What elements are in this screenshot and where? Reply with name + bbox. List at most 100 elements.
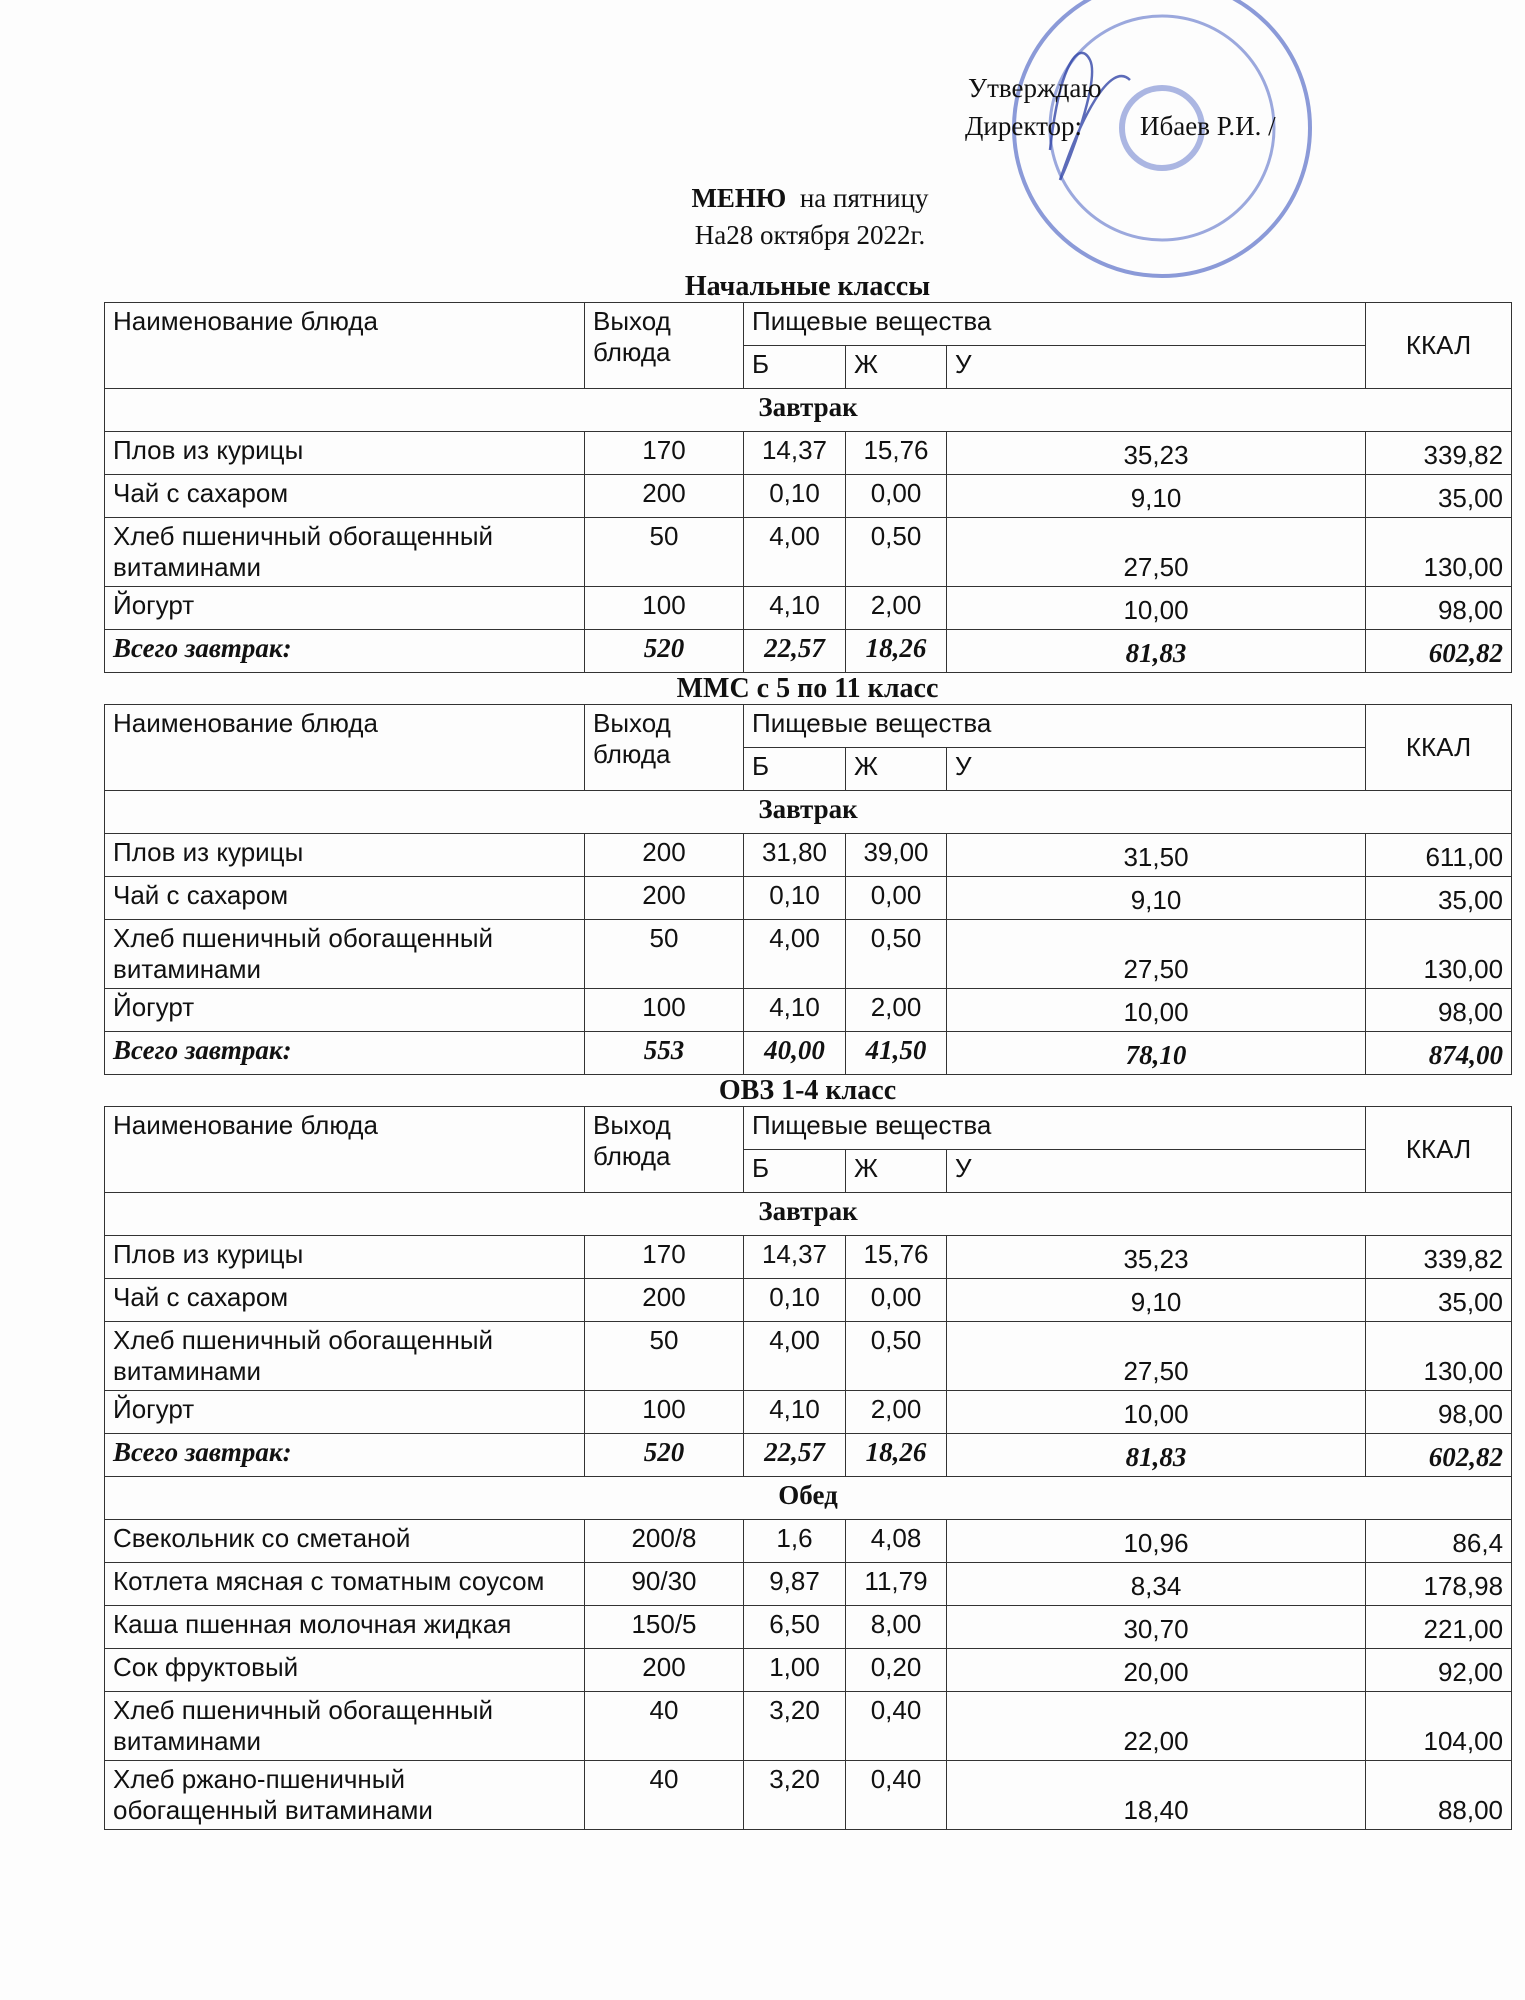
value-cell: 339,82 <box>1365 1235 1513 1279</box>
dish-name: Чай с сахаром <box>104 876 585 920</box>
value-cell: 1,6 <box>743 1519 846 1563</box>
header-cell: Выход блюда <box>584 302 744 389</box>
dish-row: Чай с сахаром 200 0,10 0,00 9,10 35,00 <box>104 1278 1513 1322</box>
dish-name: Плов из курицы <box>104 431 585 475</box>
dish-name: Чай с сахаром <box>104 1278 585 1322</box>
dish-name: Каша пшенная молочная жидкая <box>104 1605 585 1649</box>
value-cell: 0,40 <box>845 1760 947 1830</box>
value-cell: 9,87 <box>743 1562 846 1606</box>
header-cell: Пищевые вещества <box>742 1106 1367 1150</box>
total-value: 22,57 <box>743 1433 846 1477</box>
dish-name: Котлета мясная с томатным соусом <box>104 1562 585 1606</box>
value-cell: 3,20 <box>743 1691 846 1761</box>
header-cell: Наименование блюда <box>104 302 585 389</box>
menu-date: На28 октября 2022г. <box>694 220 926 250</box>
dish-row: Чай с сахаром 200 0,10 0,00 9,10 35,00 <box>104 474 1513 518</box>
dish-name: Йогурт <box>104 1390 585 1434</box>
value-cell: 0,10 <box>743 474 846 518</box>
group-row: Завтрак <box>103 790 1513 834</box>
total-value: 602,82 <box>1365 1433 1513 1477</box>
value-cell: 98,00 <box>1365 988 1513 1032</box>
header-cell: Ж <box>845 345 947 389</box>
total-value: 40,00 <box>743 1031 846 1075</box>
header-cell: ККАЛ <box>1365 704 1513 791</box>
value-cell: 200 <box>584 1278 744 1322</box>
value-cell: 611,00 <box>1365 833 1513 877</box>
dish-row: Плов из курицы 170 14,37 15,76 35,23 339,82 <box>104 1235 1513 1279</box>
value-cell: 200 <box>584 833 744 877</box>
value-cell: 10,00 <box>945 988 1367 1032</box>
value-cell: 0,00 <box>845 1278 947 1322</box>
value-cell: 10,00 <box>945 1390 1367 1434</box>
header-cell: ККАЛ <box>1365 302 1513 389</box>
group-row: Завтрак <box>103 388 1513 432</box>
value-cell: 2,00 <box>845 1390 947 1434</box>
dish-name: Свекольник со сметаной <box>104 1519 585 1563</box>
value-cell: 27,50 <box>945 517 1367 587</box>
value-cell: 0,50 <box>845 1321 947 1391</box>
total-row: Всего завтрак: 520 22,57 18,26 81,83 602,82 <box>104 629 1513 673</box>
value-cell: 92,00 <box>1365 1648 1513 1692</box>
dish-row: Йогурт 100 4,10 2,00 10,00 98,00 <box>104 1390 1513 1434</box>
value-cell: 2,00 <box>845 586 947 630</box>
value-cell: 40 <box>584 1691 744 1761</box>
dish-row: Каша пшенная молочная жидкая 150/5 6,50 8,0… <box>104 1605 1513 1649</box>
header-cell: ККАЛ <box>1365 1106 1513 1193</box>
total-row: Всего завтрак: 553 40,00 41,50 78,10 874,00 <box>104 1031 1513 1075</box>
value-cell: 31,50 <box>945 833 1367 877</box>
value-cell: 0,20 <box>845 1648 947 1692</box>
value-cell: 8,34 <box>945 1562 1367 1606</box>
approval-block: Утверждаю Директор: Ибаев Р.И. / МЕНЮ на… <box>0 0 1525 271</box>
value-cell: 39,00 <box>845 833 947 877</box>
value-cell: 130,00 <box>1365 919 1513 989</box>
value-cell: 27,50 <box>945 1321 1367 1391</box>
title-suffix: на пятницу <box>799 183 929 213</box>
value-cell: 200 <box>584 474 744 518</box>
sections: Начальные классы Наименование блюда Выход … <box>0 271 1525 1830</box>
value-cell: 35,23 <box>945 1235 1367 1279</box>
value-cell: 15,76 <box>845 431 947 475</box>
value-cell: 104,00 <box>1365 1691 1513 1761</box>
value-cell: 4,00 <box>743 517 846 587</box>
signatory: Ибаев Р.И. / <box>1140 111 1276 141</box>
value-cell: 11,79 <box>845 1562 947 1606</box>
total-value: 78,10 <box>945 1031 1367 1075</box>
value-cell: 86,4 <box>1365 1519 1513 1563</box>
header-cell: Выход блюда <box>584 704 744 791</box>
group-row: Завтрак <box>103 1192 1513 1236</box>
header-cell: У <box>945 1149 1367 1193</box>
value-cell: 10,96 <box>945 1519 1367 1563</box>
value-cell: 90/30 <box>584 1562 744 1606</box>
value-cell: 9,10 <box>945 474 1367 518</box>
dish-row: Сок фруктовый 200 1,00 0,20 20,00 92,00 <box>104 1648 1513 1692</box>
value-cell: 0,10 <box>743 876 846 920</box>
dish-row: Хлеб пшеничный обогащенный витаминами 50 4… <box>104 919 1513 989</box>
group-row: Обед <box>103 1476 1513 1520</box>
total-value: 81,83 <box>945 1433 1367 1477</box>
header-row: Наименование блюда Выход блюда Пищевые вещ… <box>104 704 1513 791</box>
dish-row: Чай с сахаром 200 0,10 0,00 9,10 35,00 <box>104 876 1513 920</box>
approve-text: Утверждаю <box>968 73 1102 103</box>
dish-row: Котлета мясная с томатным соусом 90/30 9,8… <box>104 1562 1513 1606</box>
value-cell: 4,10 <box>743 988 846 1032</box>
value-cell: 8,00 <box>845 1605 947 1649</box>
value-cell: 1,00 <box>743 1648 846 1692</box>
dish-name: Хлеб ржано-пшеничный обогащенный витамин… <box>104 1760 585 1830</box>
dish-row: Свекольник со сметаной 200/8 1,6 4,08 10,96 8… <box>104 1519 1513 1563</box>
dish-name: Хлеб пшеничный обогащенный витаминами <box>104 1321 585 1391</box>
value-cell: 14,37 <box>743 1235 846 1279</box>
section-title: ММС с 5 по 11 класс <box>676 673 939 704</box>
value-cell: 31,80 <box>743 833 846 877</box>
value-cell: 2,00 <box>845 988 947 1032</box>
menu-title: МЕНЮ на пятницу <box>0 183 1525 214</box>
value-cell: 35,23 <box>945 431 1367 475</box>
value-cell: 100 <box>584 1390 744 1434</box>
group-title: Завтрак <box>103 790 1513 834</box>
value-cell: 170 <box>584 1235 744 1279</box>
total-value: 874,00 <box>1365 1031 1513 1075</box>
value-cell: 20,00 <box>945 1648 1367 1692</box>
